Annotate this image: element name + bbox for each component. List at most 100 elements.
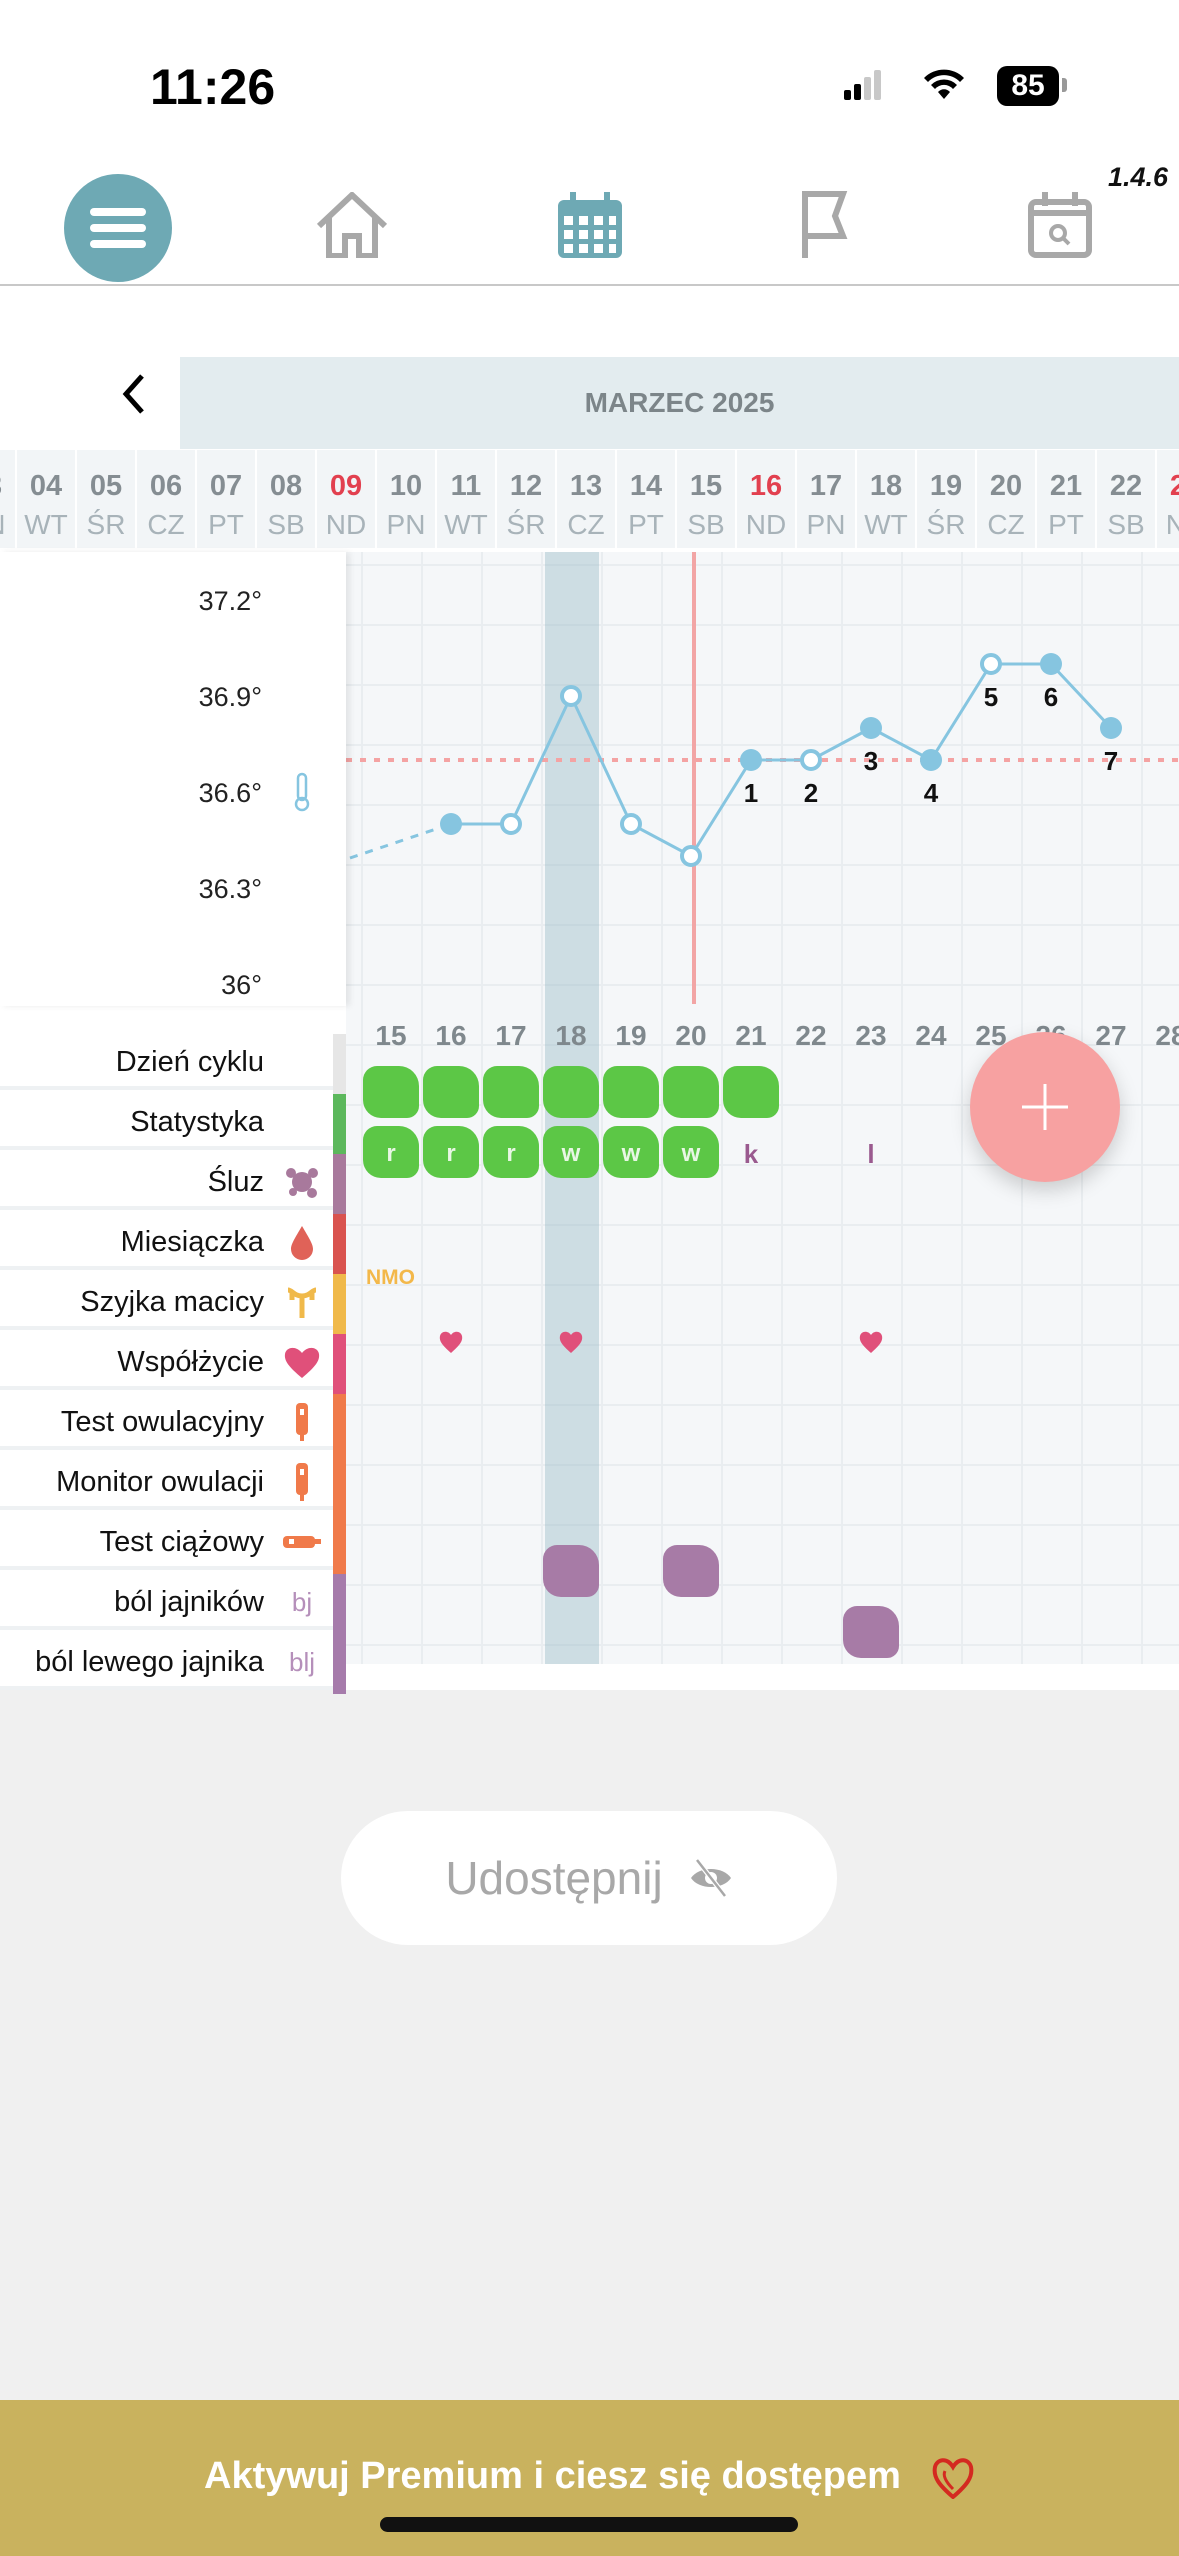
row-label-text: Szyjka macicy (80, 1286, 264, 1318)
date-column[interactable]: 05 ŚR (77, 450, 137, 548)
temperature-point[interactable] (860, 717, 882, 739)
menu-button[interactable] (63, 173, 173, 283)
temperature-line (451, 662, 1113, 858)
statistic-marker[interactable] (663, 1066, 719, 1118)
heart-icon[interactable] (558, 1330, 584, 1359)
date-column[interactable]: 12 ŚR (497, 450, 557, 548)
previous-month-button[interactable] (118, 372, 148, 427)
ovulation-line (692, 552, 696, 1004)
temperature-point[interactable] (980, 653, 1002, 675)
date-column[interactable]: 21 PT (1037, 450, 1097, 548)
temperature-point[interactable] (740, 749, 762, 771)
statistic-marker[interactable] (363, 1066, 419, 1118)
temperature-point[interactable] (1100, 717, 1122, 739)
post-ovulation-day-label: 2 (804, 778, 818, 808)
statistic-marker[interactable] (603, 1066, 659, 1118)
date-column[interactable]: 22 SB (1097, 450, 1157, 548)
date-number: 15 (689, 470, 723, 502)
mucus-entry[interactable]: w (543, 1126, 599, 1178)
drop-icon (282, 1224, 322, 1260)
mucus-entry[interactable]: l (867, 1139, 875, 1169)
row-label[interactable]: Dzień cyklu (0, 1034, 346, 1094)
mucus-entry[interactable]: w (603, 1126, 659, 1178)
date-column[interactable]: 23 ND (1157, 450, 1179, 548)
add-entry-button[interactable] (970, 1032, 1120, 1182)
mucus-entry[interactable]: w (663, 1126, 719, 1178)
date-column[interactable]: 11 WT (437, 450, 497, 548)
share-button[interactable]: Udostępnij (341, 1811, 837, 1945)
date-column[interactable]: 14 PT (617, 450, 677, 548)
weekday: PN (386, 509, 426, 540)
home-button[interactable] (297, 170, 407, 280)
heart-icon[interactable] (858, 1330, 884, 1359)
symptom-marker[interactable] (843, 1606, 899, 1658)
post-ovulation-day-label: 4 (924, 778, 939, 808)
premium-banner[interactable]: Aktywuj Premium i ciesz się dostępem (0, 2400, 1179, 2556)
row-label[interactable]: Test owulacyjny (0, 1394, 346, 1454)
row-label[interactable]: Monitor owulacji (0, 1454, 346, 1514)
date-column[interactable]: 16 ND (737, 450, 797, 548)
temperature-point[interactable] (800, 749, 822, 771)
uterus-icon (282, 1284, 322, 1320)
row-label-text: Monitor owulacji (56, 1466, 264, 1498)
date-column[interactable]: 10 PN (377, 450, 437, 548)
calendar-search-button[interactable] (1005, 170, 1115, 280)
date-number: 11 (450, 470, 482, 502)
row-label[interactable]: Śluz (0, 1154, 346, 1214)
row-label[interactable]: Statystyka (0, 1094, 346, 1154)
temperature-point[interactable] (920, 749, 942, 771)
row-label[interactable]: Test ciążowy (0, 1514, 346, 1574)
date-column[interactable]: 15 SB (677, 450, 737, 548)
temperature-point[interactable] (1040, 653, 1062, 675)
calendar-button[interactable] (535, 170, 645, 280)
date-number: 13 (569, 470, 603, 502)
date-column[interactable]: 19 ŚR (917, 450, 977, 548)
heart-icon[interactable] (438, 1330, 464, 1359)
date-column[interactable]: 13 CZ (557, 450, 617, 548)
date-column[interactable]: 18 WT (857, 450, 917, 548)
date-column[interactable]: 07 PT (197, 450, 257, 548)
row-color-stripe (333, 1154, 346, 1214)
statistic-marker[interactable] (723, 1066, 779, 1118)
date-column[interactable]: 09 ND (317, 450, 377, 548)
mucus-entry[interactable]: r (363, 1126, 419, 1178)
temperature-point[interactable] (440, 813, 462, 835)
date-column[interactable]: 20 CZ (977, 450, 1037, 548)
date-number: 23 (1169, 470, 1179, 502)
post-ovulation-day-label: 3 (864, 746, 878, 776)
pregnancy-test-icon (282, 1524, 322, 1560)
statistic-marker[interactable] (423, 1066, 479, 1118)
cervix-entry[interactable]: NMO (366, 1266, 415, 1289)
temperature-axis-panel: 37.2° 36.9° 36.6° 36.3° 36° (0, 552, 346, 1006)
mucus-entry[interactable]: r (483, 1126, 539, 1178)
date-number: 19 (929, 470, 963, 502)
date-column[interactable]: 03 PN (0, 450, 17, 548)
row-label[interactable]: ból jajników bj (0, 1574, 346, 1634)
symptom-marker[interactable] (543, 1545, 599, 1597)
weekday: PT (1048, 509, 1084, 540)
temperature-point[interactable] (500, 813, 522, 835)
mucus-entry[interactable]: k (743, 1139, 759, 1169)
date-column[interactable]: 04 WT (17, 450, 77, 548)
row-label-text: Śluz (207, 1166, 264, 1198)
top-bar: 11:26 85 1.4.6 (0, 0, 1179, 286)
temperature-point[interactable] (680, 845, 702, 867)
statistic-marker[interactable] (543, 1066, 599, 1118)
temperature-point[interactable] (560, 685, 582, 707)
symptom-marker[interactable] (663, 1545, 719, 1597)
row-label[interactable]: ból lewego jajnika blj (0, 1634, 346, 1694)
flag-button[interactable] (770, 170, 880, 280)
weekday: ŚR (926, 509, 966, 540)
temperature-point[interactable] (620, 813, 642, 835)
row-label[interactable]: Szyjka macicy (0, 1274, 346, 1334)
mucus-entry[interactable]: r (423, 1126, 479, 1178)
date-column[interactable]: 08 SB (257, 450, 317, 548)
cycle-day-number: 18 (555, 1020, 587, 1051)
date-column[interactable]: 17 PN (797, 450, 857, 548)
row-label[interactable]: Miesiączka (0, 1214, 346, 1274)
weekday: PT (628, 509, 664, 540)
row-label[interactable]: Współżycie (0, 1334, 346, 1394)
splat-icon (282, 1164, 322, 1200)
date-column[interactable]: 06 CZ (137, 450, 197, 548)
statistic-marker[interactable] (483, 1066, 539, 1118)
